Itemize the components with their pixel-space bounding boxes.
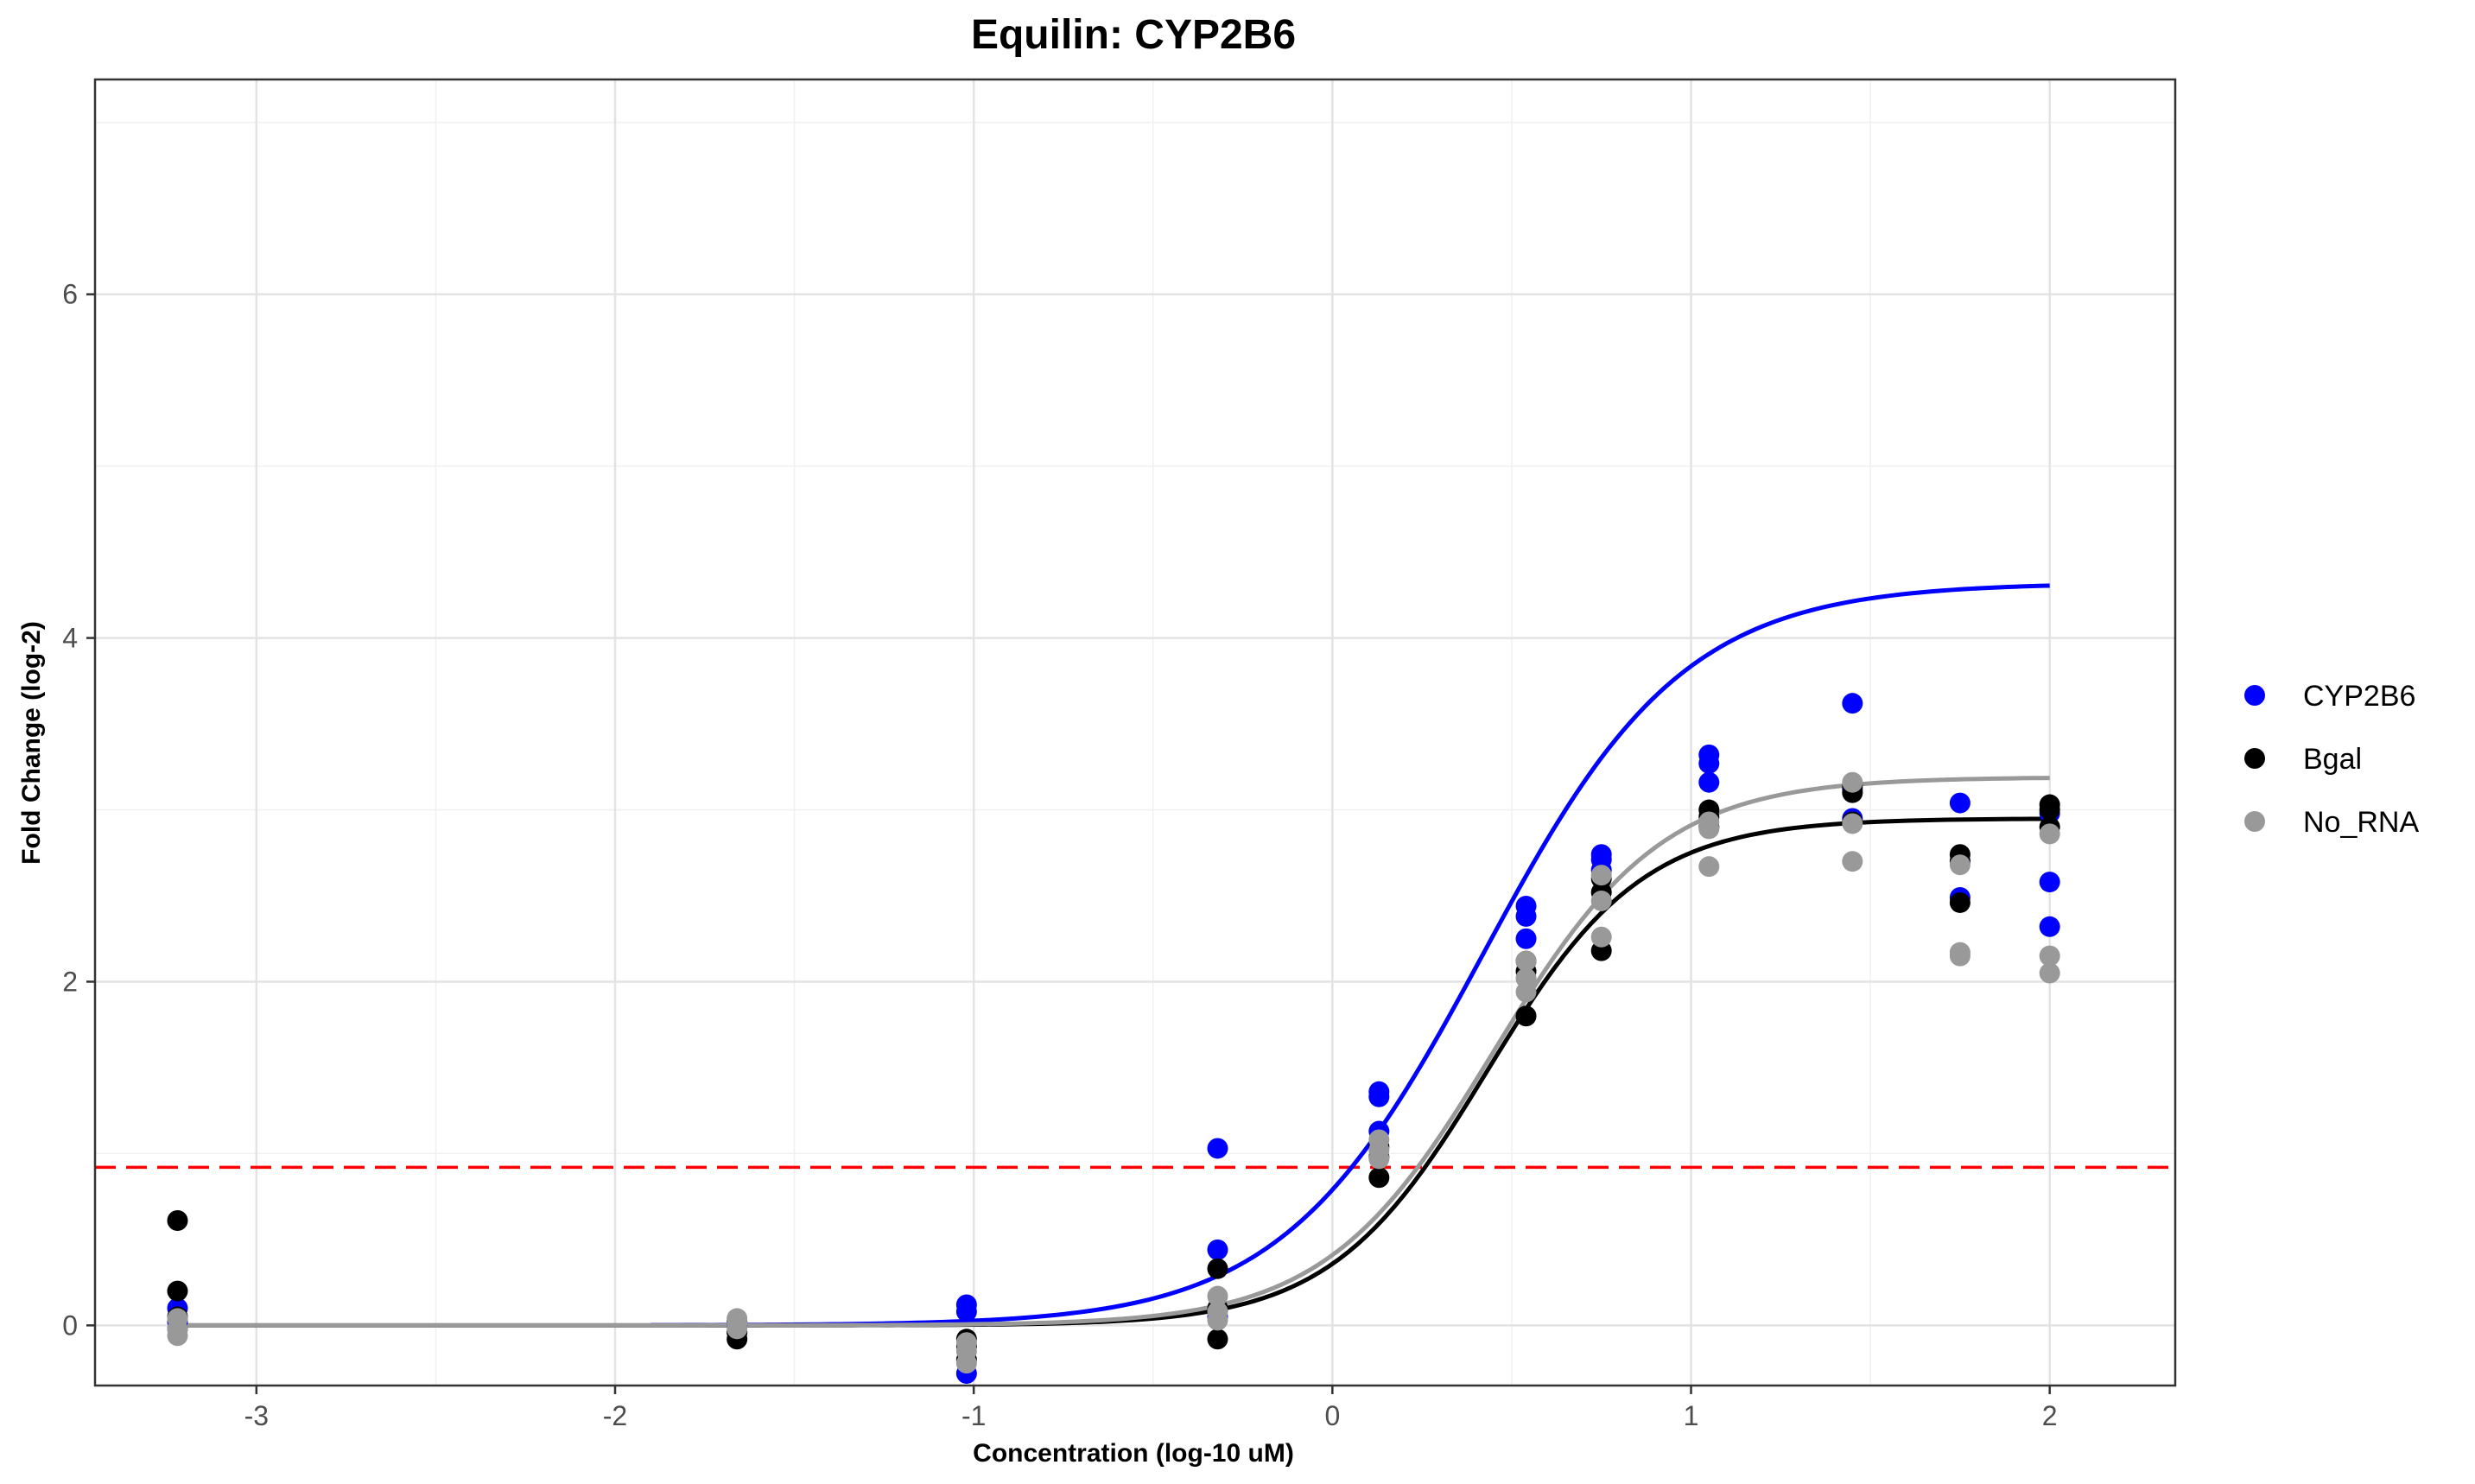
data-point-no-rna	[1949, 945, 1970, 967]
legend-key-cyp2b6	[2244, 685, 2265, 706]
legend-key-no-rna	[2244, 811, 2265, 832]
data-point-no-rna	[1949, 854, 1970, 876]
data-point-no-rna	[1207, 1310, 1228, 1331]
data-point-no-rna	[1590, 865, 1612, 886]
x-axis-title: Concentration (log-10 uM)	[973, 1439, 1294, 1468]
data-point-cyp2b6	[955, 1301, 977, 1322]
x-tick-label: 1	[1684, 1400, 1699, 1431]
data-point-no-rna	[2039, 823, 2060, 845]
data-point-no-rna	[1842, 851, 1863, 872]
legend-label-no-rna: No_RNA	[2303, 806, 2419, 839]
data-point-cyp2b6	[2039, 872, 2060, 893]
data-point-no-rna	[2039, 962, 2060, 984]
y-tick-label: 0	[62, 1310, 78, 1341]
data-point-no-rna	[1590, 890, 1612, 911]
data-point-cyp2b6	[1515, 928, 1537, 949]
y-tick-label: 4	[62, 623, 78, 654]
data-point-cyp2b6	[1698, 752, 1720, 774]
data-point-bgal	[167, 1210, 188, 1232]
data-point-cyp2b6	[1207, 1138, 1228, 1159]
data-point-no-rna	[1698, 818, 1720, 840]
data-point-bgal	[167, 1280, 188, 1302]
data-point-bgal	[1207, 1329, 1228, 1350]
data-point-bgal	[1207, 1258, 1228, 1279]
data-point-bgal	[1949, 891, 1970, 913]
data-point-cyp2b6	[1949, 792, 1970, 814]
fit-curves	[177, 583, 2050, 1328]
x-tick-label: 2	[2042, 1400, 2058, 1431]
data-point-no-rna	[1842, 771, 1863, 793]
grid-lines	[95, 79, 2175, 1386]
data-point-no-rna	[1368, 1148, 1390, 1170]
data-point-bgal	[1368, 1167, 1390, 1189]
data-point-bgal	[1515, 1005, 1537, 1027]
data-point-cyp2b6	[1842, 693, 1863, 714]
data-point-no-rna	[1515, 981, 1537, 1003]
data-point-no-rna	[1842, 813, 1863, 834]
legend-label-cyp2b6: CYP2B6	[2303, 680, 2415, 713]
chart-title: Equilin: CYP2B6	[971, 12, 1296, 58]
fit-curve-no-rna	[177, 776, 2050, 1328]
data-point-cyp2b6	[1207, 1239, 1228, 1260]
x-tick-label: -2	[603, 1400, 627, 1431]
x-tick-label: 0	[1324, 1400, 1340, 1431]
legend: CYP2B6 Bgal No_RNA	[2244, 680, 2419, 839]
data-point-no-rna	[1698, 856, 1720, 878]
x-tick-label: -1	[961, 1400, 986, 1431]
data-point-cyp2b6	[1515, 905, 1537, 927]
data-points	[167, 693, 2060, 1385]
y-tick-label: 2	[62, 966, 78, 997]
data-point-no-rna	[167, 1318, 188, 1340]
data-point-cyp2b6	[2039, 916, 2060, 937]
data-point-bgal	[2039, 799, 2060, 821]
data-point-no-rna	[955, 1332, 977, 1354]
legend-label-bgal: Bgal	[2303, 743, 2362, 776]
y-axis-title: Fold Change (log-2)	[17, 621, 46, 865]
data-point-cyp2b6	[1698, 771, 1720, 793]
fit-curve-bgal	[177, 816, 2050, 1328]
plot-panel-border	[93, 78, 2177, 1387]
axes: -3 -2 -1 0 1 2 0 2 4 6	[62, 279, 2057, 1431]
data-point-no-rna	[1515, 950, 1537, 972]
data-point-cyp2b6	[1368, 1086, 1390, 1107]
data-point-no-rna	[1207, 1285, 1228, 1307]
x-tick-label: -3	[244, 1400, 269, 1431]
data-point-no-rna	[955, 1353, 977, 1374]
y-tick-label: 6	[62, 279, 78, 310]
data-point-no-rna	[727, 1318, 748, 1340]
legend-key-bgal	[2244, 748, 2265, 769]
data-point-no-rna	[1590, 926, 1612, 948]
fit-curve-cyp2b6	[650, 583, 2050, 1328]
data-point-no-rna	[2039, 945, 2060, 967]
